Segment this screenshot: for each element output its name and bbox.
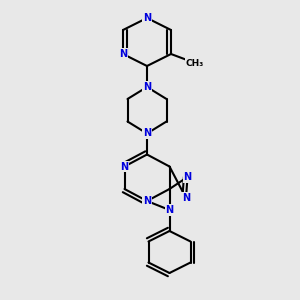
- Text: N: N: [143, 196, 151, 206]
- Text: N: N: [119, 49, 127, 59]
- Text: N: N: [120, 161, 129, 172]
- Text: N: N: [165, 205, 174, 215]
- Text: N: N: [143, 13, 151, 23]
- Text: CH₃: CH₃: [186, 58, 204, 68]
- Text: N: N: [143, 82, 151, 92]
- Text: N: N: [183, 172, 192, 182]
- Text: N: N: [143, 128, 151, 139]
- Text: N: N: [182, 193, 190, 203]
